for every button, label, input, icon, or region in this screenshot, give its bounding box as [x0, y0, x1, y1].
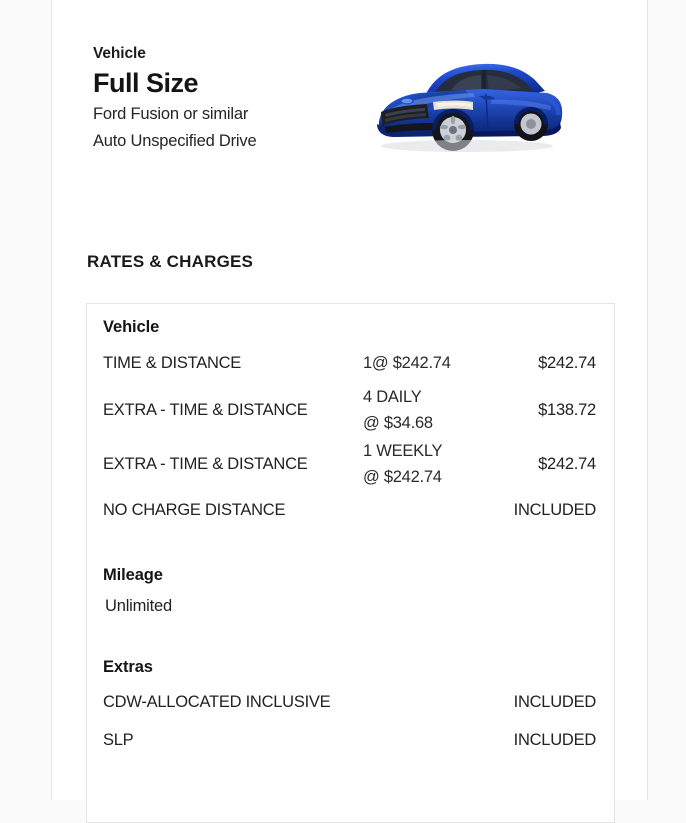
- rate-detail-line: 1@ $242.74: [363, 354, 451, 372]
- vehicle-kicker-label: Vehicle: [93, 45, 146, 62]
- vehicle-transmission-line: Auto Unspecified Drive: [93, 132, 257, 150]
- table-row: CDW-ALLOCATED INCLUSIVE INCLUDED: [103, 683, 598, 721]
- rate-amount: INCLUDED: [513, 692, 597, 711]
- rate-label: TIME & DISTANCE: [103, 353, 242, 372]
- rate-group-title: Extras: [103, 658, 153, 676]
- rate-group-extras: Extras CDW-ALLOCATED INCLUSIVE INCLUDED …: [103, 658, 598, 759]
- rate-label: EXTRA - TIME & DISTANCE: [103, 400, 308, 419]
- rate-detail-line: 4 DAILY: [363, 388, 422, 406]
- mileage-value: Unlimited: [105, 597, 172, 615]
- rate-label: CDW-ALLOCATED INCLUSIVE: [103, 692, 331, 711]
- rate-detail-line: @ $242.74: [363, 468, 442, 486]
- vehicle-class-title: Full Size: [93, 68, 199, 98]
- rate-amount: INCLUDED: [513, 730, 597, 749]
- page-sheet: Vehicle Full Size Ford Fusion or similar…: [51, 0, 648, 823]
- rate-group-title: Mileage: [103, 566, 163, 584]
- vehicle-model-line: Ford Fusion or similar: [93, 105, 249, 123]
- vehicle-summary: Vehicle Full Size Ford Fusion or similar…: [93, 44, 343, 155]
- table-row: SLP INCLUDED: [103, 721, 598, 759]
- section-spacer: [103, 529, 598, 566]
- section-spacer: [103, 621, 598, 658]
- rate-detail: 1 WEEKLY @ $242.74: [363, 438, 513, 490]
- rate-amount: INCLUDED: [513, 500, 597, 519]
- rate-amount: $138.72: [538, 400, 596, 419]
- table-row: EXTRA - TIME & DISTANCE 4 DAILY @ $34.68…: [103, 383, 598, 437]
- table-row: TIME & DISTANCE 1@ $242.74 $242.74: [103, 343, 598, 383]
- rates-and-charges-heading: RATES & CHARGES: [87, 252, 254, 271]
- vehicle-photo: [355, 38, 573, 164]
- table-row: NO CHARGE DISTANCE INCLUDED: [103, 491, 598, 529]
- rate-detail-line: 1 WEEKLY: [363, 442, 443, 460]
- rate-label: SLP: [103, 730, 134, 749]
- rate-amount: $242.74: [538, 353, 596, 372]
- rate-detail: 4 DAILY @ $34.68: [363, 384, 513, 436]
- rate-amount: $242.74: [538, 454, 596, 473]
- rate-detail: 1@ $242.74: [363, 350, 513, 376]
- rate-label: EXTRA - TIME & DISTANCE: [103, 454, 308, 473]
- rate-group-mileage: Mileage Unlimited: [103, 566, 598, 621]
- table-row: EXTRA - TIME & DISTANCE 1 WEEKLY @ $242.…: [103, 437, 598, 491]
- rates-charges-card: Vehicle TIME & DISTANCE 1@ $242.74 $242.…: [86, 303, 615, 823]
- rate-group-vehicle: Vehicle TIME & DISTANCE 1@ $242.74 $242.…: [103, 318, 598, 529]
- rate-label: NO CHARGE DISTANCE: [103, 500, 286, 519]
- rate-detail-line: @ $34.68: [363, 414, 433, 432]
- rate-group-title: Vehicle: [103, 318, 160, 336]
